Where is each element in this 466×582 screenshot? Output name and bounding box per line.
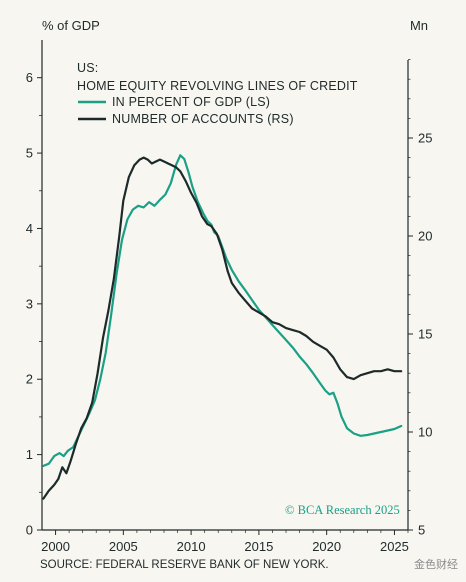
left-tick-label: 1 <box>26 447 33 462</box>
x-tick-label: 2015 <box>244 539 273 554</box>
source-text: SOURCE: FEDERAL RESERVE BANK OF NEW YORK… <box>40 559 329 571</box>
left-tick-label: 5 <box>26 146 33 161</box>
right-tick-label: 20 <box>418 229 432 244</box>
x-tick-label: 2000 <box>41 539 70 554</box>
right-tick-label: 10 <box>418 425 432 440</box>
series-group <box>42 154 403 500</box>
legend: US: HOME EQUITY REVOLVING LINES OF CREDIT… <box>77 61 358 126</box>
right-tick-label: 25 <box>418 131 432 146</box>
x-tick-label: 2005 <box>109 539 138 554</box>
left-tick-label: 2 <box>26 372 33 387</box>
left-tick-label: 0 <box>26 523 33 538</box>
left-tick-label: 3 <box>26 296 33 311</box>
credit-text: © BCA Research 2025 <box>285 503 400 517</box>
left-axis-label: % of GDP <box>42 18 100 33</box>
legend-heading-line1: US: <box>77 61 98 75</box>
right-tick-label: 5 <box>418 523 425 538</box>
left-tick-label: 6 <box>26 70 33 85</box>
right-tick-label: 15 <box>418 327 432 342</box>
legend-heading-line2: HOME EQUITY REVOLVING LINES OF CREDIT <box>77 79 358 93</box>
series-line-percent-of-gdp <box>42 154 403 467</box>
x-tick-label: 2025 <box>380 539 409 554</box>
left-tick-label: 4 <box>26 221 33 236</box>
x-tick-label: 2010 <box>177 539 206 554</box>
x-tick-label: 2020 <box>312 539 341 554</box>
watermark-text: 金色财经 <box>414 557 458 571</box>
legend-entry-label: NUMBER OF ACCOUNTS (RS) <box>112 112 294 126</box>
right-axis-label: Mn <box>410 18 428 33</box>
series-line-number-of-accounts <box>42 156 403 500</box>
legend-entry-label: IN PERCENT OF GDP (LS) <box>112 95 270 109</box>
